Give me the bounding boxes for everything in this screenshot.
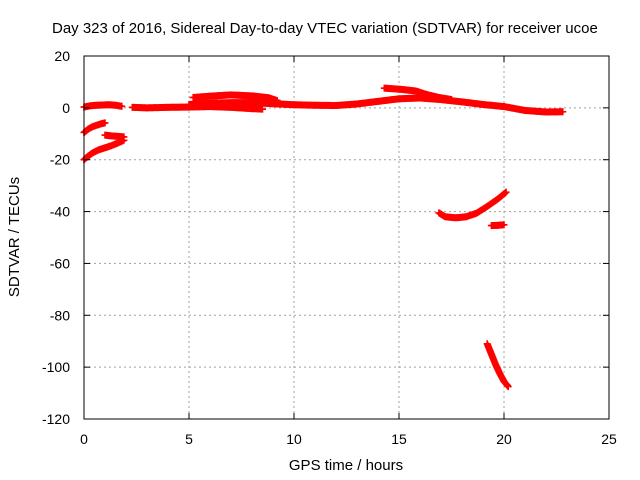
y-tick-label: -20 [50,152,70,168]
x-tick-label: 10 [286,431,302,447]
data-point [120,133,128,141]
x-tick-labels: 0 5 10 15 20 25 [80,431,617,447]
data-series [80,101,126,111]
y-tick-label: 0 [62,100,70,116]
chart-title: Day 323 of 2016, Sidereal Day-to-day VTE… [52,20,598,37]
y-tick-label: 20 [54,48,70,64]
x-tick-label: 25 [601,431,617,447]
y-tick-label: -40 [50,204,70,220]
y-tick-label: -80 [50,307,70,323]
grid-lines [84,56,609,419]
data-series [80,119,109,136]
axis-ticks [83,55,610,420]
data-series [189,91,281,105]
x-axis-title: GPS time / hours [289,457,403,474]
data-series [185,94,567,116]
data-points [80,84,567,391]
data-series [487,221,508,230]
x-tick-label: 15 [391,431,407,447]
y-axis-title: SDTVAR / TECUs [6,177,23,297]
y-tick-label: -120 [42,411,70,427]
x-tick-label: 5 [185,431,193,447]
data-series [101,131,128,141]
x-tick-label: 0 [80,431,88,447]
data-point [502,188,510,196]
data-point [500,221,508,229]
plot-frame [83,55,610,420]
x-tick-label: 20 [496,431,512,447]
data-series [380,84,455,104]
y-tick-label: -100 [42,359,70,375]
data-series [435,188,510,222]
data-point [118,102,126,110]
data-point [259,105,266,113]
data-point [448,96,455,104]
data-point [273,97,281,105]
data-series [483,340,512,391]
data-point [504,383,512,391]
y-tick-label: -60 [50,255,70,271]
data-point [559,108,567,116]
y-tick-labels: 20 0 -20 -40 -60 -80 -100 -120 [42,48,70,427]
data-point [101,119,109,127]
